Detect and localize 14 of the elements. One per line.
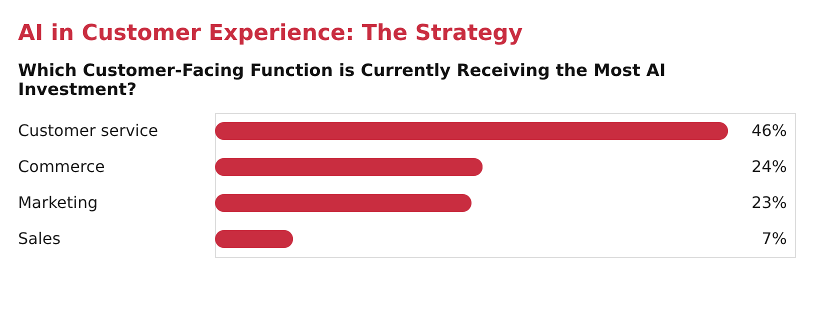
y-tick-label: Sales bbox=[18, 229, 61, 248]
data-label: 23% bbox=[751, 193, 787, 212]
bar bbox=[215, 158, 483, 176]
bar bbox=[215, 230, 294, 248]
y-tick-label: Marketing bbox=[18, 193, 98, 212]
data-label: 7% bbox=[762, 229, 787, 248]
data-label: 24% bbox=[751, 157, 787, 176]
y-tick-label: Customer service bbox=[18, 121, 158, 140]
chart-title: AI in Customer Experience: The Strategy bbox=[18, 21, 523, 46]
bar bbox=[215, 194, 472, 212]
bar bbox=[215, 122, 728, 140]
chart-subtitle: Which Customer-Facing Function is Currently Receiving the Most AI Investment? bbox=[18, 61, 666, 100]
data-label: 46% bbox=[751, 121, 787, 140]
y-tick-label: Commerce bbox=[18, 157, 105, 176]
